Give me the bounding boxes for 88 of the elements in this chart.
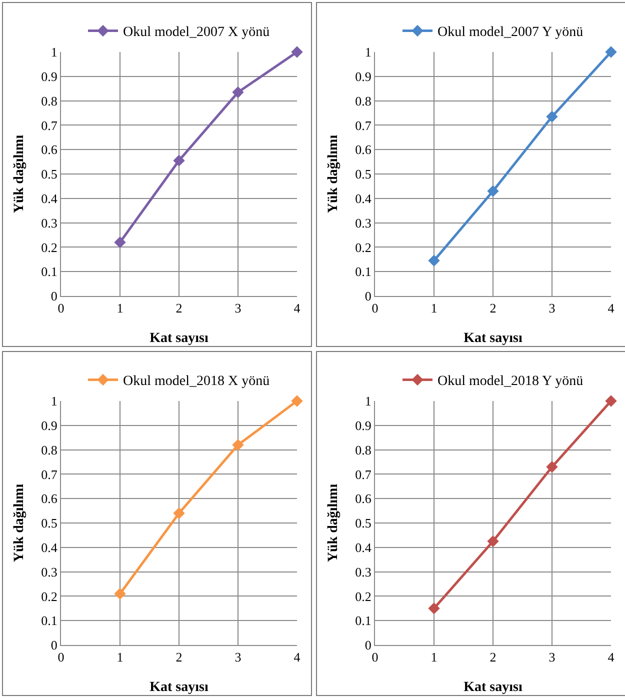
point	[546, 110, 558, 123]
x-axis-title: Kat sayısı	[464, 331, 522, 346]
y-tick-label: 1	[364, 394, 372, 409]
y-tick-label: 0.4	[41, 190, 58, 206]
x-tick-label: 2	[490, 300, 496, 316]
x-tick-label: 4	[608, 650, 615, 665]
y-tick-label: 0.4	[41, 540, 58, 555]
y-tick-label: 0.2	[41, 240, 58, 255]
x-tick-label: 4	[294, 300, 301, 316]
y-tick-label: 0.9	[355, 418, 372, 433]
y-tick-label: 0	[364, 638, 372, 653]
x-tick-label: 2	[176, 300, 182, 316]
y-tick-label: 0.3	[355, 215, 372, 230]
y-tick-label: 0.5	[355, 516, 372, 531]
y-tick-label: 0.5	[355, 166, 372, 182]
y-tick-label: 0.7	[41, 466, 58, 482]
y-tick-label: 0.8	[41, 442, 58, 458]
y-tick-label: 0.3	[355, 564, 372, 580]
y-tick-label: 0.8	[41, 93, 58, 108]
y-axis-title: Yük dağılımı	[326, 134, 341, 214]
y-tick-label: 0.7	[41, 118, 58, 133]
x-tick-label: 2	[176, 650, 182, 665]
y-tick-label: 0.9	[41, 418, 58, 433]
x-tick-label: 4	[608, 300, 615, 316]
point	[428, 602, 440, 614]
x-tick-label: 1	[116, 300, 124, 316]
x-tick-label: 3	[548, 300, 556, 316]
x-tick-label: 3	[234, 300, 242, 316]
x-tick-label: 1	[116, 650, 124, 665]
x-axis-title: Kat sayısı	[150, 331, 208, 346]
y-tick-label: 0.3	[41, 564, 58, 580]
x-axis-title: Kat sayısı	[150, 680, 208, 695]
y-tick-label: 0.6	[355, 142, 372, 158]
point	[173, 154, 185, 166]
y-tick-label: 0.7	[355, 118, 372, 133]
point	[232, 439, 244, 451]
y-tick-label: 0.4	[355, 540, 372, 555]
point	[487, 535, 499, 548]
point	[232, 86, 244, 98]
y-tick-label: 0.9	[41, 68, 58, 84]
y-tick-label: 0.2	[41, 588, 58, 604]
legend-label: Okul model_2007 Y yönü	[438, 25, 584, 40]
y-tick-label: 0.1	[355, 613, 372, 628]
y-axis-title: Yük dağılımı	[326, 484, 341, 562]
x-tick-label: 2	[490, 650, 496, 665]
y-tick-label: 0.8	[355, 93, 372, 108]
point	[605, 395, 617, 407]
x-axis-title: Kat sayısı	[464, 680, 522, 695]
y-tick-label: 0.1	[355, 264, 372, 280]
y-axis-title: Yük dağılımı	[12, 134, 27, 214]
y-tick-label: 0.4	[355, 190, 372, 206]
y-tick-label: 0.1	[41, 264, 58, 280]
y-tick-label: 1	[50, 44, 58, 60]
y-tick-label: 0.3	[41, 215, 58, 230]
x-tick-label: 3	[548, 650, 556, 665]
point	[291, 395, 303, 407]
y-tick-label: 1	[364, 44, 372, 60]
x-tick-label: 1	[430, 650, 438, 665]
y-tick-label: 0.1	[41, 613, 58, 628]
y-tick-label: 0.6	[41, 491, 58, 506]
point	[546, 461, 558, 473]
y-tick-label: 0.8	[355, 442, 372, 458]
y-tick-label: 0.7	[355, 466, 372, 482]
x-tick-label: 1	[430, 300, 438, 316]
point	[605, 46, 617, 58]
y-tick-label: 0	[364, 288, 372, 304]
point	[291, 46, 303, 58]
y-tick-label: 0.5	[41, 166, 58, 182]
y-tick-label: 1	[50, 394, 58, 409]
y-tick-label: 0.9	[355, 68, 372, 84]
point	[114, 588, 126, 600]
point	[487, 185, 499, 197]
legend-label: Okul model_2018 X yönü	[123, 374, 270, 390]
legend-label: Okul model_2007 X yönü	[123, 25, 270, 40]
point	[428, 254, 440, 266]
legend-label: Okul model_2018 Y yönü	[438, 374, 584, 390]
y-tick-label: 0.2	[355, 588, 372, 604]
point	[173, 507, 185, 520]
y-tick-label: 0	[50, 638, 58, 653]
x-tick-label: 3	[234, 650, 242, 665]
y-axis-title: Yük dağılımı	[12, 484, 27, 562]
point	[114, 236, 126, 248]
y-tick-label: 0.2	[355, 240, 372, 255]
y-tick-label: 0.5	[41, 516, 58, 531]
y-tick-label: 0.6	[41, 142, 58, 158]
y-tick-label: 0	[50, 288, 58, 304]
x-tick-label: 4	[294, 650, 301, 665]
y-tick-label: 0.6	[355, 491, 372, 506]
